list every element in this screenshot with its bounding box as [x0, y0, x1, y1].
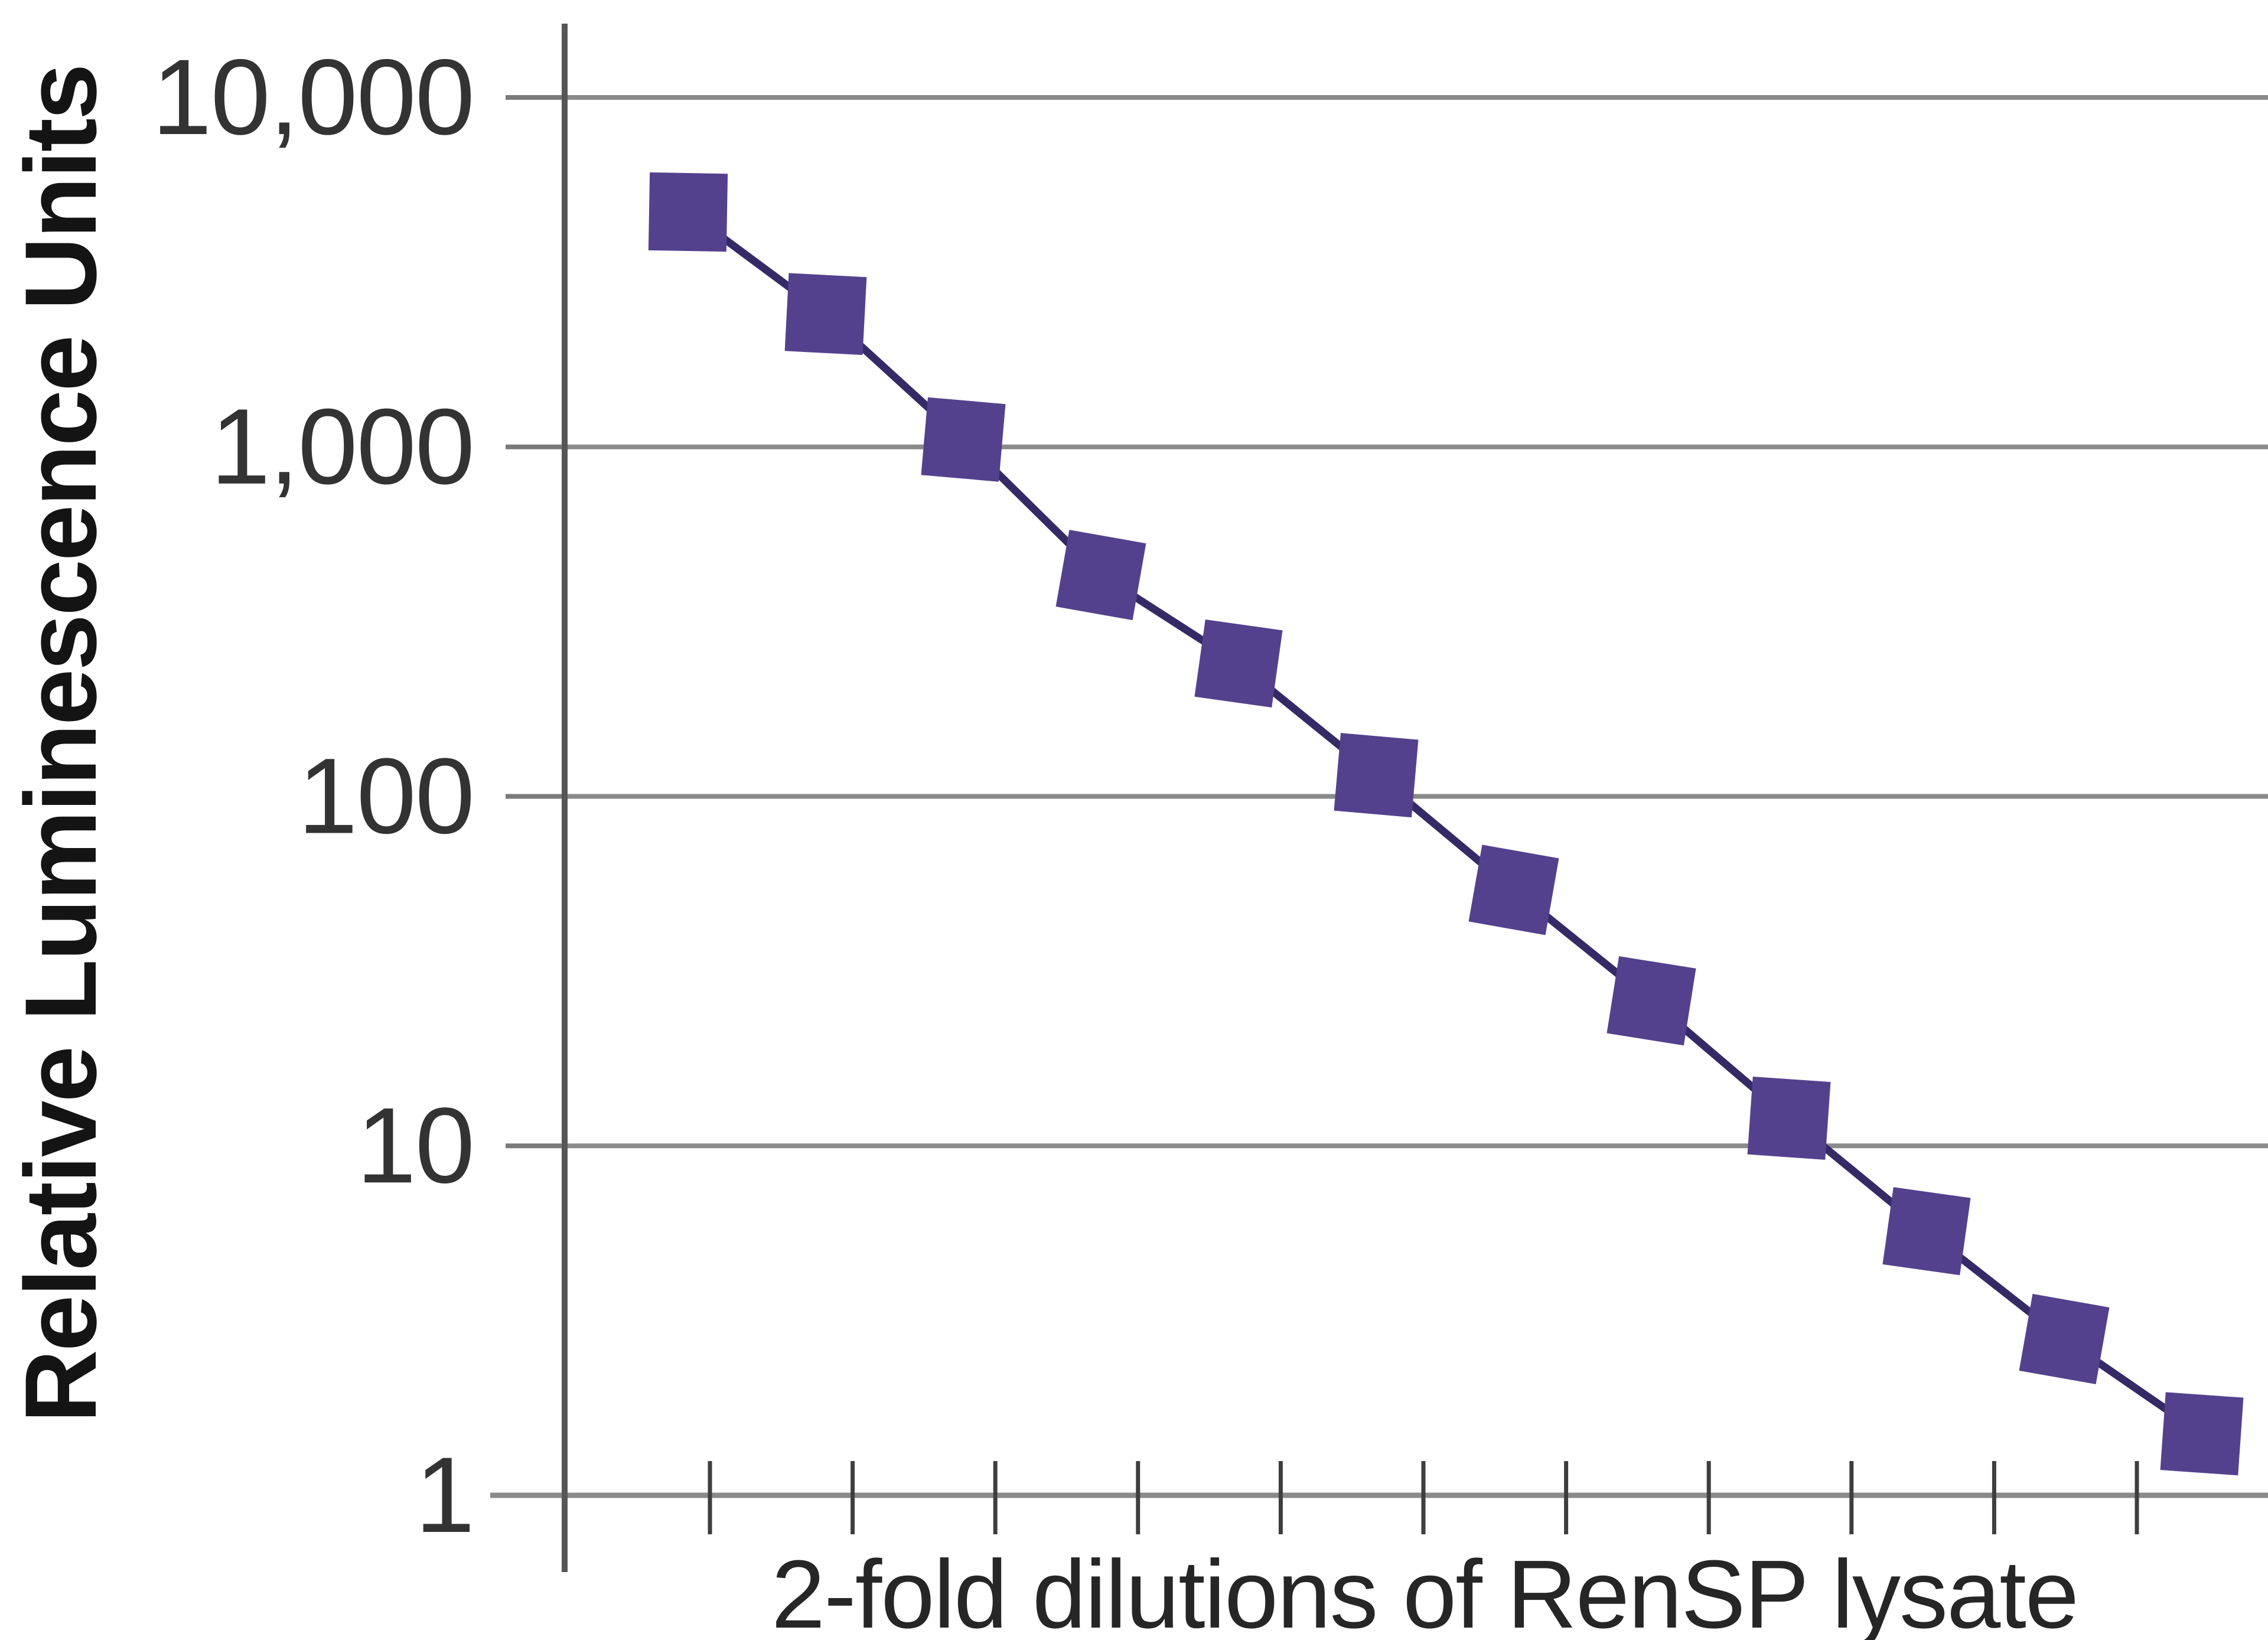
gridlines-group [565, 95, 2268, 1149]
data-point-marker-7 [1468, 845, 1559, 935]
data-point-marker-6 [1334, 733, 1419, 818]
y-tick-label-100: 100 [298, 736, 474, 856]
data-point-marker-11 [2019, 1293, 2110, 1384]
data-point-marker-12 [2160, 1392, 2244, 1476]
data-point-marker-1 [648, 172, 728, 252]
x-axis-title: 2-fold dilutions of RenSP lysate [771, 1540, 2078, 1640]
data-point-marker-10 [1882, 1187, 1971, 1276]
data-point-marker-9 [1747, 1076, 1831, 1160]
data-point-marker-8 [1606, 956, 1696, 1046]
axes-group [490, 24, 2268, 1572]
data-point-marker-2 [784, 273, 867, 356]
data-point-marker-3 [921, 397, 1006, 482]
x-ticks-group [708, 1461, 2139, 1534]
y-axis-title: Relative Luminescence Units [4, 65, 118, 1423]
data-point-marker-4 [1055, 530, 1146, 621]
y-tick-labels-group: 10,000 1,000 100 10 1 [152, 37, 475, 1555]
y-tick-label-10: 10 [357, 1085, 474, 1205]
data-series-group [648, 172, 2244, 1476]
y-tick-label-1,000: 1,000 [211, 386, 474, 507]
y-tick-label-10,000: 10,000 [152, 37, 474, 157]
y-tick-label-1: 1 [415, 1434, 474, 1555]
data-point-marker-5 [1194, 619, 1283, 708]
